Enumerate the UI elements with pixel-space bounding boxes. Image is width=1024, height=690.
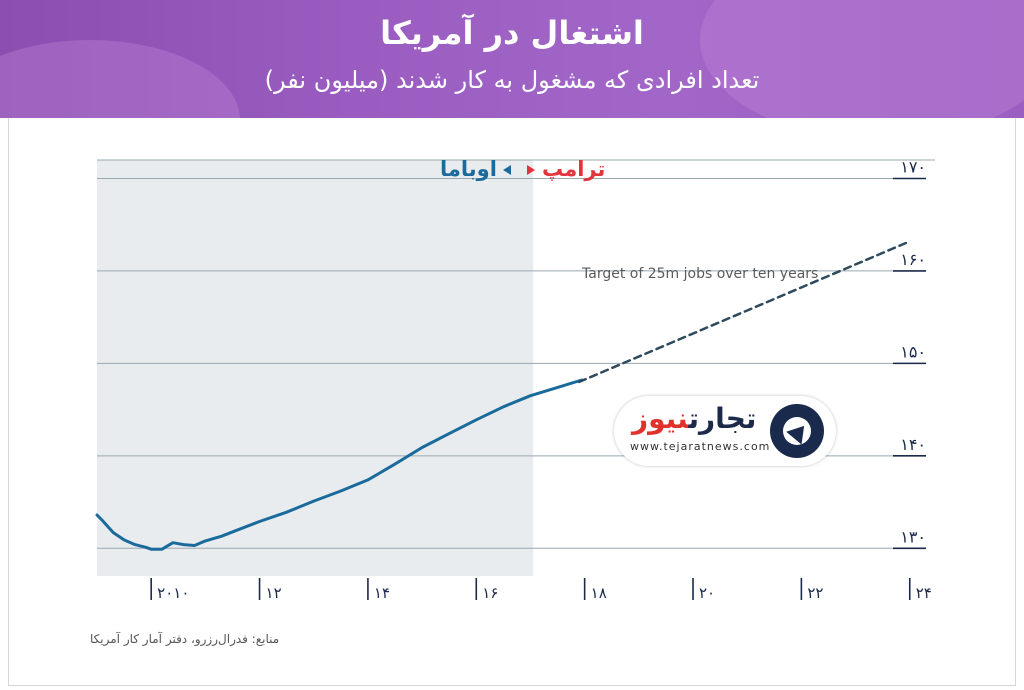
trump-arrow-icon (527, 165, 535, 175)
x-tick-label: ۱۴ (374, 584, 390, 602)
y-tick-label: ۱۷۰ (900, 157, 926, 176)
obama-arrow-icon (503, 165, 511, 175)
x-tick-label: ۲۰۱۰ (157, 584, 189, 602)
logo-text: تجارتنیوز (632, 402, 757, 435)
header-banner: اشتغال در آمریکا تعداد افرادی که مشغول ب… (0, 0, 1024, 118)
y-tick-label: ۱۳۰ (900, 527, 926, 546)
logo-arrow-icon (770, 404, 824, 458)
obama-period-shade (97, 160, 534, 576)
trump-period-label: ترامپ (542, 157, 605, 181)
y-tick-label: ۱۶۰ (900, 250, 926, 269)
y-tick-label: ۱۵۰ (900, 342, 926, 361)
x-tick-label: ۱۶ (482, 584, 498, 602)
obama-period-label: اوباما (440, 157, 497, 181)
header-decoration (700, 0, 1024, 118)
chart-subtitle: تعداد افرادی که مشغول به کار شدند (میلیو… (264, 66, 760, 94)
employment-series-line (95, 378, 584, 551)
logo-url: www.tejaratnews.com (630, 440, 771, 453)
x-tick-label: ۲۰ (699, 584, 715, 602)
tejaratnews-logo: تجارتنیوز www.tejaratnews.com (614, 396, 836, 466)
chart-frame (8, 118, 1016, 686)
chart-title: اشتغال در آمریکا (380, 14, 644, 52)
x-tick-label: ۱۸ (591, 584, 607, 602)
target-annotation: Target of 25m jobs over ten years (581, 266, 818, 282)
y-tick-label: ۱۴۰ (900, 435, 926, 454)
source-note: منابع: فدرال‌رزرو، دفتر آمار کار آمریکا (90, 632, 280, 646)
x-tick-label: ۲۴ (916, 584, 932, 602)
x-tick-label: ۲۲ (807, 584, 823, 602)
x-tick-label: ۱۲ (266, 584, 282, 602)
target-series-line (577, 240, 911, 384)
